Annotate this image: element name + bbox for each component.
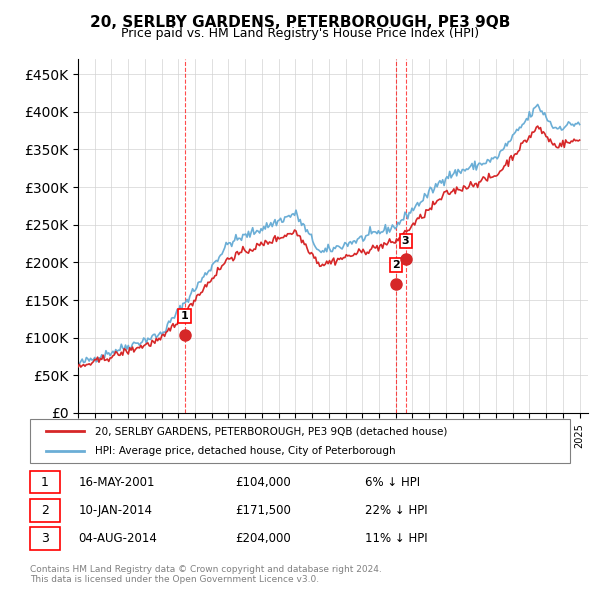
Text: Price paid vs. HM Land Registry's House Price Index (HPI): Price paid vs. HM Land Registry's House … — [121, 27, 479, 40]
Text: 22% ↓ HPI: 22% ↓ HPI — [365, 504, 427, 517]
Text: 16-MAY-2001: 16-MAY-2001 — [79, 476, 155, 489]
FancyBboxPatch shape — [30, 471, 60, 493]
Text: 2: 2 — [392, 260, 400, 270]
Text: 6% ↓ HPI: 6% ↓ HPI — [365, 476, 420, 489]
Text: 11% ↓ HPI: 11% ↓ HPI — [365, 532, 427, 545]
Text: 1: 1 — [181, 311, 188, 321]
Text: 3: 3 — [41, 532, 49, 545]
Text: 3: 3 — [402, 236, 409, 246]
Text: 2: 2 — [41, 504, 49, 517]
Text: Contains HM Land Registry data © Crown copyright and database right 2024.
This d: Contains HM Land Registry data © Crown c… — [30, 565, 382, 584]
Text: £171,500: £171,500 — [235, 504, 291, 517]
Text: £204,000: £204,000 — [235, 532, 291, 545]
FancyBboxPatch shape — [30, 527, 60, 550]
FancyBboxPatch shape — [30, 499, 60, 522]
Text: 20, SERLBY GARDENS, PETERBOROUGH, PE3 9QB (detached house): 20, SERLBY GARDENS, PETERBOROUGH, PE3 9Q… — [95, 427, 447, 436]
FancyBboxPatch shape — [30, 419, 570, 463]
Text: 10-JAN-2014: 10-JAN-2014 — [79, 504, 152, 517]
Text: HPI: Average price, detached house, City of Peterborough: HPI: Average price, detached house, City… — [95, 446, 395, 455]
Text: £104,000: £104,000 — [235, 476, 291, 489]
Text: 04-AUG-2014: 04-AUG-2014 — [79, 532, 157, 545]
Text: 20, SERLBY GARDENS, PETERBOROUGH, PE3 9QB: 20, SERLBY GARDENS, PETERBOROUGH, PE3 9Q… — [90, 15, 510, 30]
Text: 1: 1 — [41, 476, 49, 489]
